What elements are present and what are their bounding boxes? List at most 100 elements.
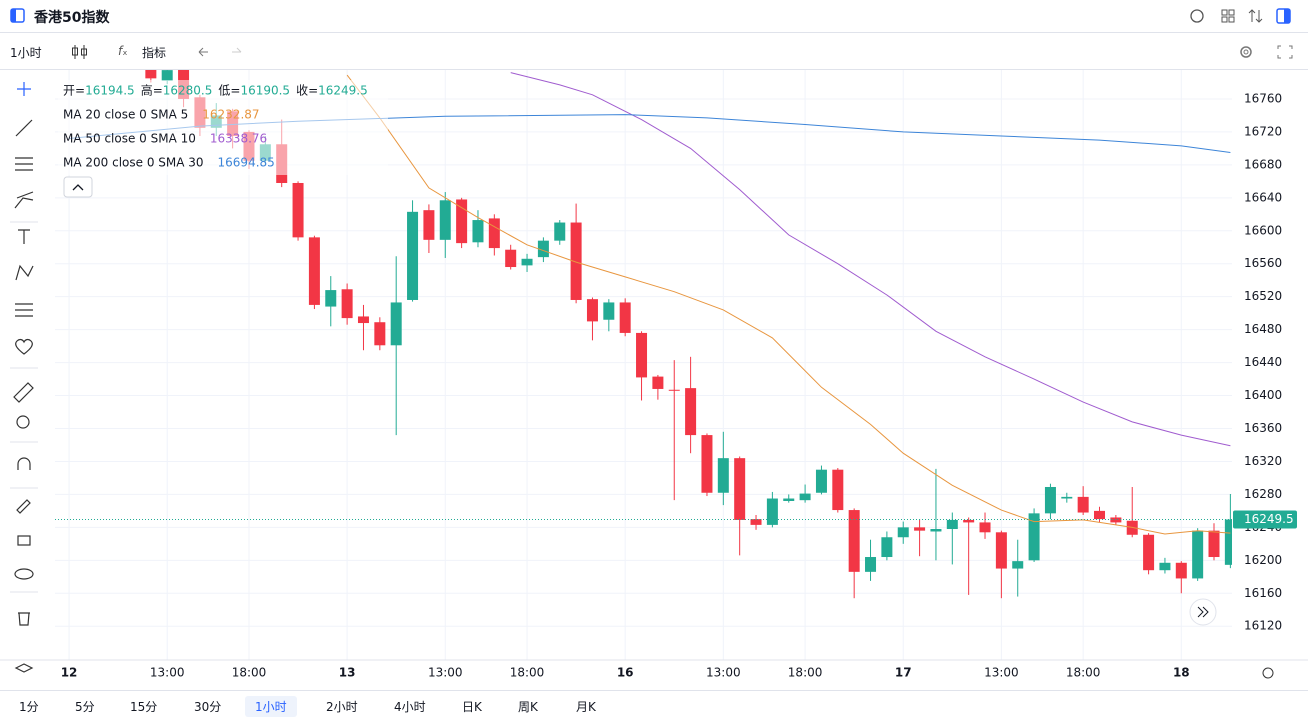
candle-body — [963, 519, 975, 523]
collapse-button[interactable] — [63, 176, 93, 198]
y-tick-label: 16680 — [1244, 157, 1282, 171]
scroll-icon — [1197, 606, 1209, 618]
candle-body — [374, 322, 386, 346]
candle-body — [1159, 562, 1171, 571]
magnet-tool[interactable] — [17, 457, 31, 470]
last-price-tag — [1233, 510, 1297, 529]
candle-body — [1012, 561, 1024, 569]
y-tick-label: 16200 — [1244, 553, 1282, 567]
candle-body — [145, 70, 157, 79]
favorites-tool[interactable] — [15, 338, 33, 355]
x-tick-label: 18:00 — [788, 666, 823, 680]
fx-icon: fₓ — [118, 44, 128, 58]
lock-tool[interactable] — [17, 535, 31, 546]
candle-body — [1077, 496, 1089, 513]
timeframe-button[interactable]: 15分 — [130, 700, 158, 714]
y-tick-label: 16400 — [1244, 388, 1282, 402]
text-tool[interactable] — [18, 229, 30, 244]
y-tick-label: 16440 — [1244, 355, 1282, 369]
x-tick-label: 18:00 — [232, 666, 267, 680]
x-tick-label: 17 — [895, 666, 912, 680]
collapse-icon — [72, 184, 84, 191]
pattern-tool[interactable] — [15, 264, 34, 281]
header-actions[interactable] — [1185, 6, 1305, 26]
timeframe-button[interactable]: 1小时 — [245, 696, 297, 717]
timeframe-button[interactable]: 2小时 — [326, 700, 358, 714]
forecast-tool[interactable] — [15, 303, 33, 317]
timeframe-button[interactable]: 30分 — [194, 700, 222, 714]
candle-body — [439, 200, 451, 240]
layers-tool[interactable] — [14, 663, 34, 673]
y-tick-label: 16520 — [1244, 289, 1282, 303]
x-tick-label: 13:00 — [428, 666, 463, 680]
ma-line — [346, 74, 1231, 535]
x-tick-label: 18:00 — [1066, 666, 1101, 680]
candle-body — [521, 258, 533, 266]
settings-fullscreen[interactable] — [1236, 42, 1296, 62]
line-tool[interactable] — [15, 119, 33, 137]
y-tick-label: 16640 — [1244, 190, 1282, 204]
candle-body — [930, 529, 942, 532]
delete-tool[interactable] — [18, 612, 30, 626]
timeframe-button[interactable]: 月K — [576, 700, 596, 714]
ma-legend-value: 16338.76 — [210, 132, 267, 146]
candle-body — [537, 240, 549, 258]
ohlc-value: 16249.5 — [318, 84, 368, 98]
y-tick-label: 16360 — [1244, 421, 1282, 435]
candle-body — [766, 498, 778, 525]
candle-body — [832, 469, 844, 511]
fib-tool[interactable] — [14, 191, 34, 209]
ohlc-value: 16280.5 — [163, 84, 213, 98]
candle-body — [914, 527, 926, 531]
timeframe-button[interactable]: 1分 — [19, 700, 39, 714]
candle-body — [161, 70, 173, 81]
axes: 1612016160162001624016280163201636016400… — [0, 91, 1308, 680]
candle-body — [750, 519, 762, 525]
timeframe-button[interactable]: 5分 — [75, 700, 95, 714]
timeframe-button[interactable]: 周K — [518, 700, 538, 714]
crosshair-tool[interactable] — [17, 82, 31, 96]
candle-body — [1224, 519, 1232, 565]
interval-button[interactable]: 1小时 — [10, 46, 42, 60]
parallel-tool[interactable] — [15, 157, 33, 171]
candle-body — [717, 458, 729, 493]
candle-body — [1110, 517, 1122, 523]
candle-body — [554, 222, 566, 241]
candle-body — [979, 522, 991, 533]
grid — [55, 70, 1232, 660]
lock-draw-tool[interactable] — [16, 499, 31, 514]
ma-line — [510, 72, 1231, 447]
candle-body — [341, 289, 353, 319]
measure-tool[interactable] — [13, 382, 34, 403]
ma-legend-value: 16694.85 — [218, 156, 275, 170]
x-tick-label: 18:00 — [510, 666, 545, 680]
x-tick-label: 13:00 — [984, 666, 1019, 680]
candle-body — [636, 332, 648, 378]
ohlc-label: 开= — [63, 84, 85, 98]
chart-type-icon[interactable] — [70, 43, 90, 61]
candle-body — [1044, 486, 1056, 514]
chart: 1612016160162001624016280163201636016400… — [0, 70, 1308, 680]
visibility-tool[interactable] — [14, 568, 34, 580]
legend-backdrop — [58, 80, 388, 175]
candle-body — [308, 237, 320, 305]
candle-body — [668, 389, 680, 391]
y-tick-label: 16280 — [1244, 487, 1282, 501]
zoom-tool[interactable] — [16, 415, 30, 429]
ma-legend-value: 16232.87 — [202, 108, 259, 122]
indicator-button[interactable]: 指标 — [142, 46, 167, 60]
candle-body — [995, 532, 1007, 569]
timeframe-button[interactable]: 4小时 — [394, 700, 426, 714]
candle-body — [815, 469, 827, 493]
candle-body — [865, 557, 877, 572]
axis-settings[interactable] — [1262, 667, 1274, 679]
candle-body — [946, 519, 958, 530]
timeframe-button[interactable]: 日K — [462, 700, 482, 714]
candle-body — [701, 435, 713, 493]
ohlc-value: 16190.5 — [240, 84, 290, 98]
undo-redo[interactable] — [195, 43, 255, 61]
candle-body — [783, 498, 795, 501]
x-tick-label: 13:00 — [706, 666, 741, 680]
candle-body — [292, 182, 304, 238]
candle-body — [1061, 496, 1073, 499]
